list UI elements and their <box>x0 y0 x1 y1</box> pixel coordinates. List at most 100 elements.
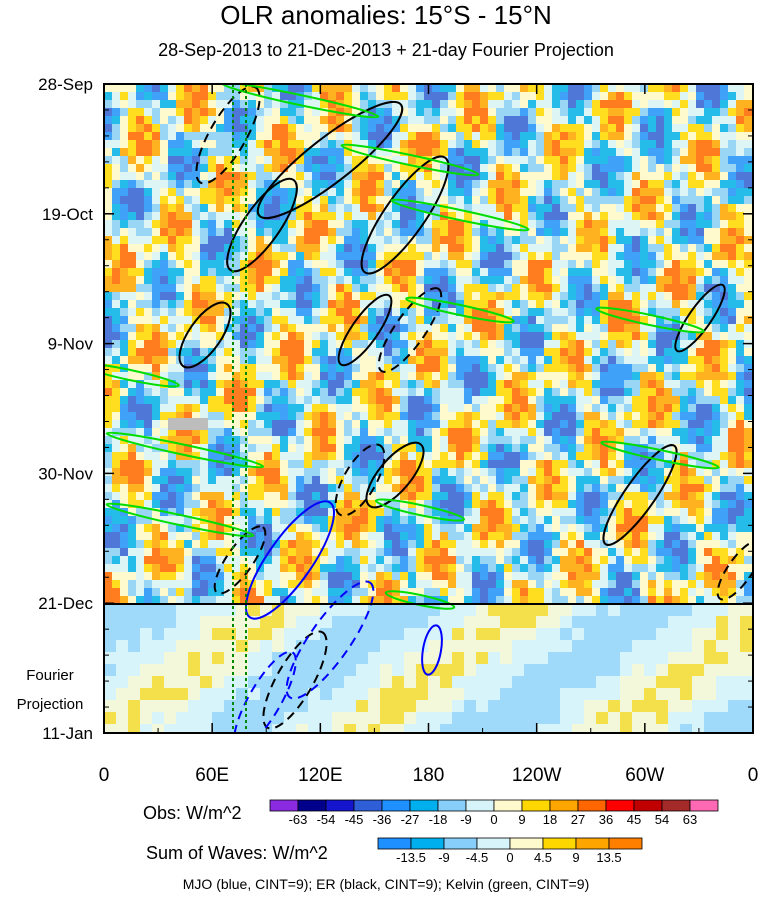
heat-cell <box>616 244 624 252</box>
heat-cell <box>648 252 656 260</box>
heat-cell <box>520 580 528 588</box>
heat-cell <box>488 116 496 124</box>
projection-cell <box>332 616 344 628</box>
heat-cell <box>736 444 744 452</box>
projection-cell <box>608 724 620 733</box>
heat-cell <box>440 436 448 444</box>
heat-cell <box>344 548 352 556</box>
heat-cell <box>416 420 424 428</box>
heat-cell <box>448 148 456 156</box>
heat-cell <box>304 100 312 108</box>
heat-cell <box>352 132 360 140</box>
heat-cell <box>392 468 400 476</box>
heat-cell <box>112 212 120 220</box>
heat-cell <box>616 324 624 332</box>
heat-cell <box>352 492 360 500</box>
heat-cell <box>280 188 288 196</box>
heat-cell <box>584 276 592 284</box>
heat-cell <box>656 348 664 356</box>
heat-cell <box>592 196 600 204</box>
heat-cell <box>472 396 480 404</box>
heat-cell <box>728 140 736 148</box>
heat-cell <box>632 580 640 588</box>
heat-cell <box>320 268 328 276</box>
heat-cell <box>144 92 152 100</box>
heat-cell <box>384 404 392 412</box>
heat-cell <box>520 196 528 204</box>
heat-cell <box>600 148 608 156</box>
projection-cell <box>164 616 176 628</box>
heat-cell <box>176 276 184 284</box>
heat-cell <box>112 444 120 452</box>
heat-cell <box>144 500 152 508</box>
heat-cell <box>200 284 208 292</box>
heat-cell <box>400 548 408 556</box>
heat-cell <box>344 468 352 476</box>
heat-cell <box>264 100 272 108</box>
heat-cell <box>672 156 680 164</box>
heat-cell <box>128 180 136 188</box>
heat-cell <box>120 220 128 228</box>
heat-cell <box>312 276 320 284</box>
heat-cell <box>680 500 688 508</box>
heat-cell <box>504 436 512 444</box>
heat-cell <box>144 292 152 300</box>
heat-cell <box>640 132 648 140</box>
heat-cell <box>568 116 576 124</box>
heat-cell <box>696 396 704 404</box>
heat-cell <box>520 540 528 548</box>
heat-cell <box>624 188 632 196</box>
projection-cell <box>428 604 440 616</box>
heat-cell <box>616 156 624 164</box>
heat-cell <box>672 308 680 316</box>
heat-cell <box>144 372 152 380</box>
heat-cell <box>552 412 560 420</box>
heat-cell <box>520 396 528 404</box>
heat-cell <box>504 492 512 500</box>
heat-cell <box>560 428 568 436</box>
heat-cell <box>640 148 648 156</box>
heat-cell <box>496 564 504 572</box>
heat-cell <box>296 596 304 604</box>
projection-cell <box>296 688 308 700</box>
heat-cell <box>216 268 224 276</box>
heat-cell <box>560 276 568 284</box>
heat-cell <box>528 596 536 604</box>
heat-cell <box>688 188 696 196</box>
heat-cell <box>112 452 120 460</box>
heat-cell <box>368 548 376 556</box>
heat-cell <box>424 412 432 420</box>
projection-cell <box>200 628 212 640</box>
heat-cell <box>408 548 416 556</box>
heat-cell <box>136 460 144 468</box>
heat-cell <box>168 516 176 524</box>
heat-cell <box>176 468 184 476</box>
heat-cell <box>344 540 352 548</box>
projection-cell <box>332 640 344 652</box>
heat-cell <box>168 156 176 164</box>
heat-cell <box>448 492 456 500</box>
heat-cell <box>456 292 464 300</box>
heat-cell <box>352 468 360 476</box>
heat-cell <box>248 116 256 124</box>
heat-cell <box>640 84 648 92</box>
heat-cell <box>280 372 288 380</box>
heat-cell <box>368 316 376 324</box>
heat-cell <box>120 332 128 340</box>
heat-cell <box>120 596 128 604</box>
heat-cell <box>128 236 136 244</box>
heat-cell <box>704 124 712 132</box>
heat-cell <box>480 300 488 308</box>
heat-cell <box>336 484 344 492</box>
heat-cell <box>416 140 424 148</box>
heat-cell <box>160 516 168 524</box>
heat-cell <box>440 468 448 476</box>
heat-cell <box>376 332 384 340</box>
heat-cell <box>432 236 440 244</box>
heat-cell <box>704 244 712 252</box>
heat-cell <box>312 316 320 324</box>
heat-cell <box>720 420 728 428</box>
heat-cell <box>128 220 136 228</box>
heat-cell <box>632 212 640 220</box>
heat-cell <box>496 284 504 292</box>
